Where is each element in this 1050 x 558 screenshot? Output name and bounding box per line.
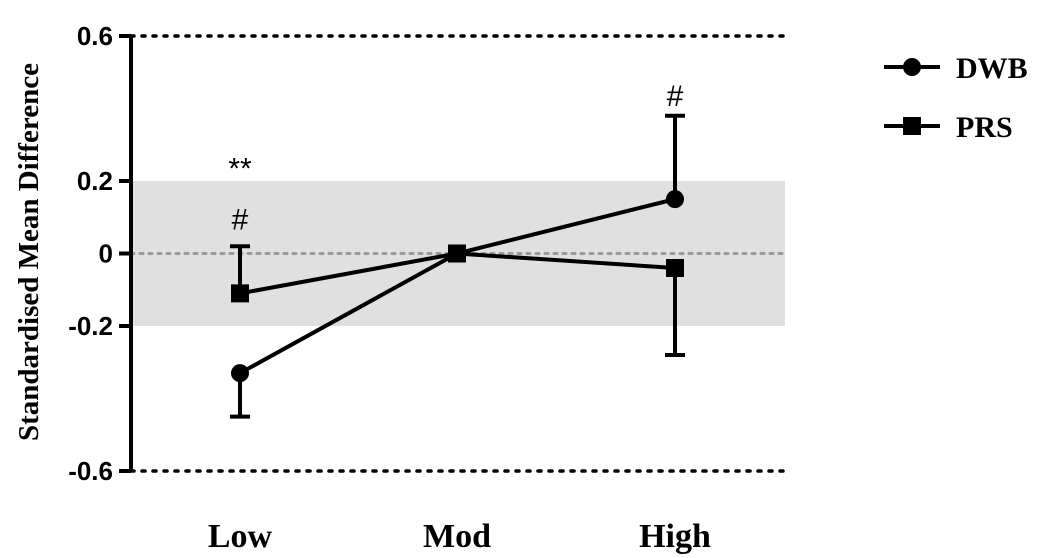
data-point	[666, 190, 684, 209]
significance-annotation: #	[667, 80, 684, 113]
y-axis: 0.6 0.2 0 -0.2 -0.6	[68, 21, 133, 486]
legend-label: PRS	[956, 111, 1013, 144]
x-category-label: Mod	[423, 518, 491, 555]
legend-marker	[903, 58, 921, 76]
y-tick-label: -0.2	[68, 311, 113, 341]
x-category-label: Low	[208, 518, 273, 555]
y-axis-title: Standardised Mean Difference	[13, 63, 45, 441]
y-tick-label: 0.6	[77, 21, 113, 51]
data-point	[231, 284, 249, 303]
legend-label: DWB	[956, 52, 1028, 85]
x-category-label: High	[639, 518, 711, 555]
y-tick-label: 0.2	[77, 166, 113, 196]
legend-item-dwb: DWB	[884, 52, 1028, 85]
legend: DWB PRS	[884, 52, 1028, 144]
data-point	[231, 364, 249, 383]
series-layer	[230, 113, 685, 419]
legend-item-prs: PRS	[884, 111, 1013, 144]
y-tick-label: -0.6	[68, 456, 113, 486]
significance-annotation: #	[232, 203, 249, 236]
series-prs	[230, 244, 685, 357]
data-point	[666, 259, 684, 277]
data-point	[448, 244, 466, 263]
y-tick-label: 0	[99, 239, 113, 269]
x-category-labels: Low Mod High	[208, 518, 711, 555]
legend-marker	[903, 117, 921, 135]
annotations-layer: ** # #	[228, 80, 683, 236]
significance-annotation: **	[228, 153, 252, 186]
